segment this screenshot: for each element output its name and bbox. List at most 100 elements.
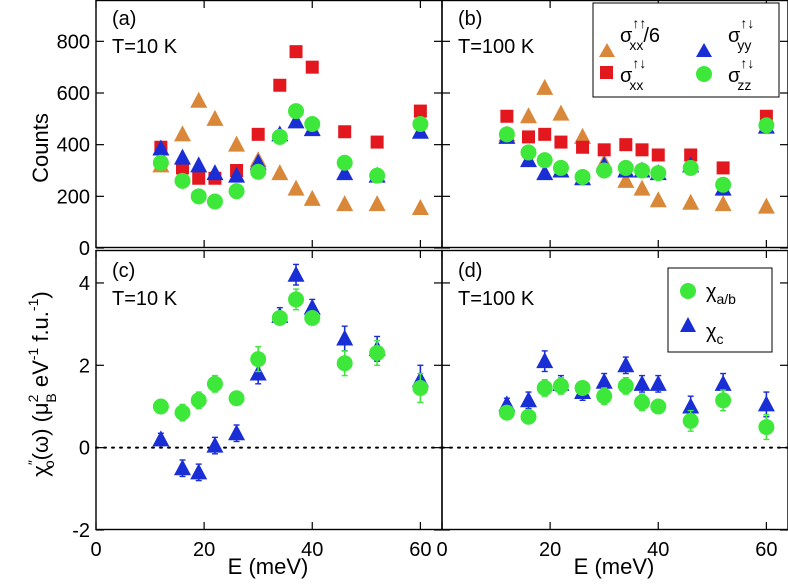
point-a-s_yy_ud-0 [152,139,170,156]
point-a-s_zz_ud-10 [369,167,386,184]
point-b-s_zz_ud-11 [758,117,775,134]
point-a-s_xx_uu6-11 [411,198,429,215]
point-b-s_xx_uu6-7 [633,179,651,196]
legend-text-chi_ab: χa/b [706,281,736,307]
point-d-chi_ab-7 [634,394,651,411]
y-tick-label-a-4: 800 [57,31,90,53]
point-a-s_yy_ud-3 [206,164,224,181]
legend-marker-chi_c [680,317,696,332]
x-tick-label-c-2: 40 [301,539,323,561]
legend-sigma-box [592,2,780,98]
point-c-chi_ab-0 [152,398,169,415]
point-a-s_xx_ud-8 [305,60,319,74]
point-c-chi_ab-8 [304,309,321,326]
point-d-chi_c-9 [682,397,700,414]
point-a-s_xx_ud-2 [192,171,206,185]
x-axis-label-right: E (meV) [574,554,655,579]
point-a-s_zz_ud-9 [336,154,353,171]
legend-text-s_zz_ud: σ↑↓ zz [728,55,754,93]
point-b-s_zz_ud-5 [596,162,613,179]
point-b-s_xx_ud-5 [597,143,611,157]
point-a-s_xx_uu6-9 [336,195,354,212]
point-c-chi_ab-1 [174,404,191,421]
marks-layer [152,45,775,482]
point-b-s_xx_uu6-10 [714,195,732,212]
point-b-s_xx_uu6-11 [757,197,775,214]
y-tick-label-a-3: 600 [57,83,90,105]
point-d-chi_ab-2 [536,379,553,396]
point-c-chi_c-9 [336,329,354,346]
point-d-chi_c-1 [520,391,537,408]
point-a-s_yy_ud-9 [336,164,354,181]
point-d-chi_c-11 [757,395,775,412]
point-d-chi_ab-5 [596,388,613,405]
x-tick-label-d-1: 20 [539,539,561,561]
point-b-s_zz_ud-7 [634,162,651,179]
point-c-chi_ab-10 [369,344,386,361]
point-d-chi_ab-8 [650,398,667,415]
point-a-s_zz_ud-8 [304,116,321,132]
point-a-s_xx_uu6-3 [206,109,224,126]
point-b-s_xx_uu6-6 [617,171,635,188]
point-a-s_zz_ud-3 [206,193,223,210]
panel-label-d: (d) [458,260,482,282]
point-d-chi_c-8 [649,374,667,391]
point-a-s_yy_ud-2 [190,156,208,173]
legend-marker-s_xx_ud [600,66,613,79]
point-a-s_xx_uu6-7 [287,179,305,196]
point-b-s_zz_ud-0 [498,126,515,143]
point-c-chi_c-0 [152,430,170,447]
point-a-s_xx_uu6-10 [368,195,386,212]
point-c-chi_c-8 [303,298,321,315]
x-tick-label-c-1: 20 [193,539,215,561]
point-d-chi_c-6 [617,356,635,373]
point-a-s_yy_ud-4 [228,166,246,183]
point-a-s_zz_ud-0 [152,154,169,171]
y-tick-label-c-2: 2 [79,355,90,377]
point-c-chi_c-2 [190,463,208,480]
y-tick-label-a-2: 400 [57,135,90,157]
point-b-s_xx_ud-10 [716,161,730,175]
temperature-b: T=100 K [458,36,535,58]
y-tick-label-a-0: 0 [79,238,90,260]
point-a-s_xx_uu6-6 [271,164,289,181]
temperature-d: T=100 K [458,288,535,310]
point-b-s_xx_uu6-9 [682,193,700,210]
point-b-s_xx_uu6-4 [574,127,592,144]
y-axis-label-counts: Counts [28,113,53,183]
point-b-s_zz_ud-1 [520,144,537,161]
point-b-s_yy_ud-2 [536,164,554,181]
point-d-chi_ab-1 [520,408,537,425]
point-a-s_yy_ud-1 [174,148,191,165]
y-tick-label-c-1: 0 [79,438,90,460]
point-b-s_xx_ud-1 [522,130,535,144]
point-a-s_xx_uu6-2 [190,91,208,108]
point-b-s_xx_ud-6 [619,138,633,152]
point-c-chi_ab-6 [271,309,288,326]
point-c-chi_c-7 [287,265,305,282]
point-d-chi_ab-3 [552,377,569,394]
point-a-s_xx_uu6-4 [228,135,246,152]
point-a-s_xx_uu6-1 [174,125,191,142]
point-b-s_xx_uu6-8 [649,191,667,208]
point-d-chi_ab-6 [617,377,634,394]
panel-frame-d [441,249,788,531]
point-c-chi_ab-5 [250,351,267,368]
point-b-s_xx_ud-8 [651,148,665,162]
point-d-chi_ab-0 [498,404,515,421]
legend-marker-s_zz_ud [696,66,712,82]
point-c-chi_ab-11 [412,379,429,396]
point-a-s_xx_ud-6 [273,78,287,92]
temperature-a: T=10 K [112,36,178,58]
point-a-s_zz_ud-7 [288,103,305,120]
point-c-chi_c-1 [174,459,191,476]
panel-label-c: (c) [112,260,135,282]
panel-frame-b [441,0,788,249]
point-b-s_xx_uu6-3 [552,104,570,121]
point-a-s_zz_ud-4 [228,183,245,200]
point-a-s_xx_ud-5 [251,127,265,141]
point-b-s_zz_ud-2 [536,152,553,169]
point-a-s_xx_ud-7 [289,45,303,59]
